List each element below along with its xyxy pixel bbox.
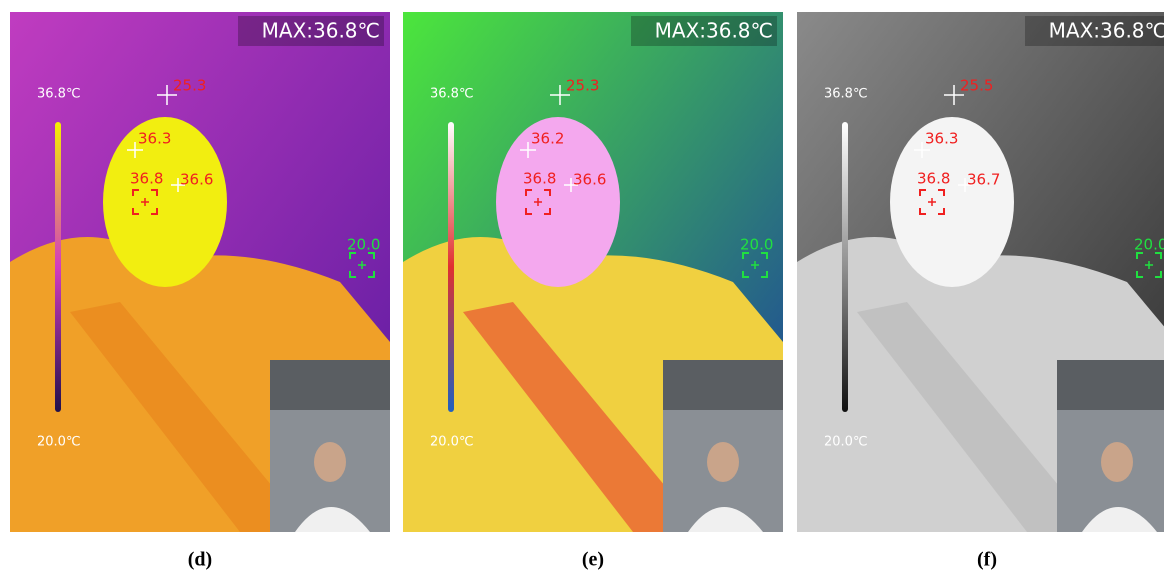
spot-label: 36.7: [967, 171, 1000, 189]
thermal-panel: MAX:36.8℃ 36.8℃ 20.0℃ 25.3 36.2 36.8 36.6 20.0: [403, 12, 783, 532]
inset-ceiling: [270, 360, 390, 410]
spot-label: 20.0: [347, 236, 380, 254]
caption: (d): [188, 549, 212, 571]
spot-label: 25.5: [960, 77, 993, 95]
spot-label: 36.6: [180, 171, 213, 189]
max-label: MAX:36.8℃: [655, 19, 773, 43]
caption: (f): [977, 549, 997, 571]
color-bar: [55, 122, 61, 412]
spot-label: 36.3: [925, 130, 958, 148]
scale-bottom: 20.0℃: [430, 435, 474, 450]
scale-bottom: 20.0℃: [824, 435, 868, 450]
inset-ceiling: [1057, 360, 1164, 410]
inset-face: [707, 442, 739, 482]
max-label: MAX:36.8℃: [262, 19, 380, 43]
spot-label: 25.3: [566, 77, 599, 95]
spot-label: 36.8: [917, 170, 950, 188]
thermal-panel: MAX:36.8℃ 36.8℃ 20.0℃ 25.3 36.3 36.8 36.6 20.0: [10, 12, 390, 532]
spot-label: 20.0: [1134, 236, 1164, 254]
spot-label: 36.3: [138, 130, 171, 148]
inset-face: [1101, 442, 1133, 482]
spot-label: 36.8: [130, 170, 163, 188]
spot-label: 36.2: [531, 130, 564, 148]
color-bar: [842, 122, 848, 412]
inset-ceiling: [663, 360, 783, 410]
spot-label: 20.0: [740, 236, 773, 254]
max-label: MAX:36.8℃: [1049, 19, 1164, 43]
scale-top: 36.8℃: [824, 87, 868, 102]
figure: MAX:36.8℃ 36.8℃ 20.0℃ 25.3 36.3 36.8 36.6 20.0 (…: [0, 0, 1164, 584]
spot-label: 25.3: [173, 77, 206, 95]
spot-label: 36.8: [523, 170, 556, 188]
thermal-panel: MAX:36.8℃ 36.8℃ 20.0℃ 25.5 36.3 36.8 36.7 20.0: [797, 12, 1164, 532]
caption: (e): [582, 549, 604, 571]
scale-bottom: 20.0℃: [37, 435, 81, 450]
scale-top: 36.8℃: [430, 87, 474, 102]
spot-label: 36.6: [573, 171, 606, 189]
color-bar: [448, 122, 454, 412]
inset-face: [314, 442, 346, 482]
scale-top: 36.8℃: [37, 87, 81, 102]
